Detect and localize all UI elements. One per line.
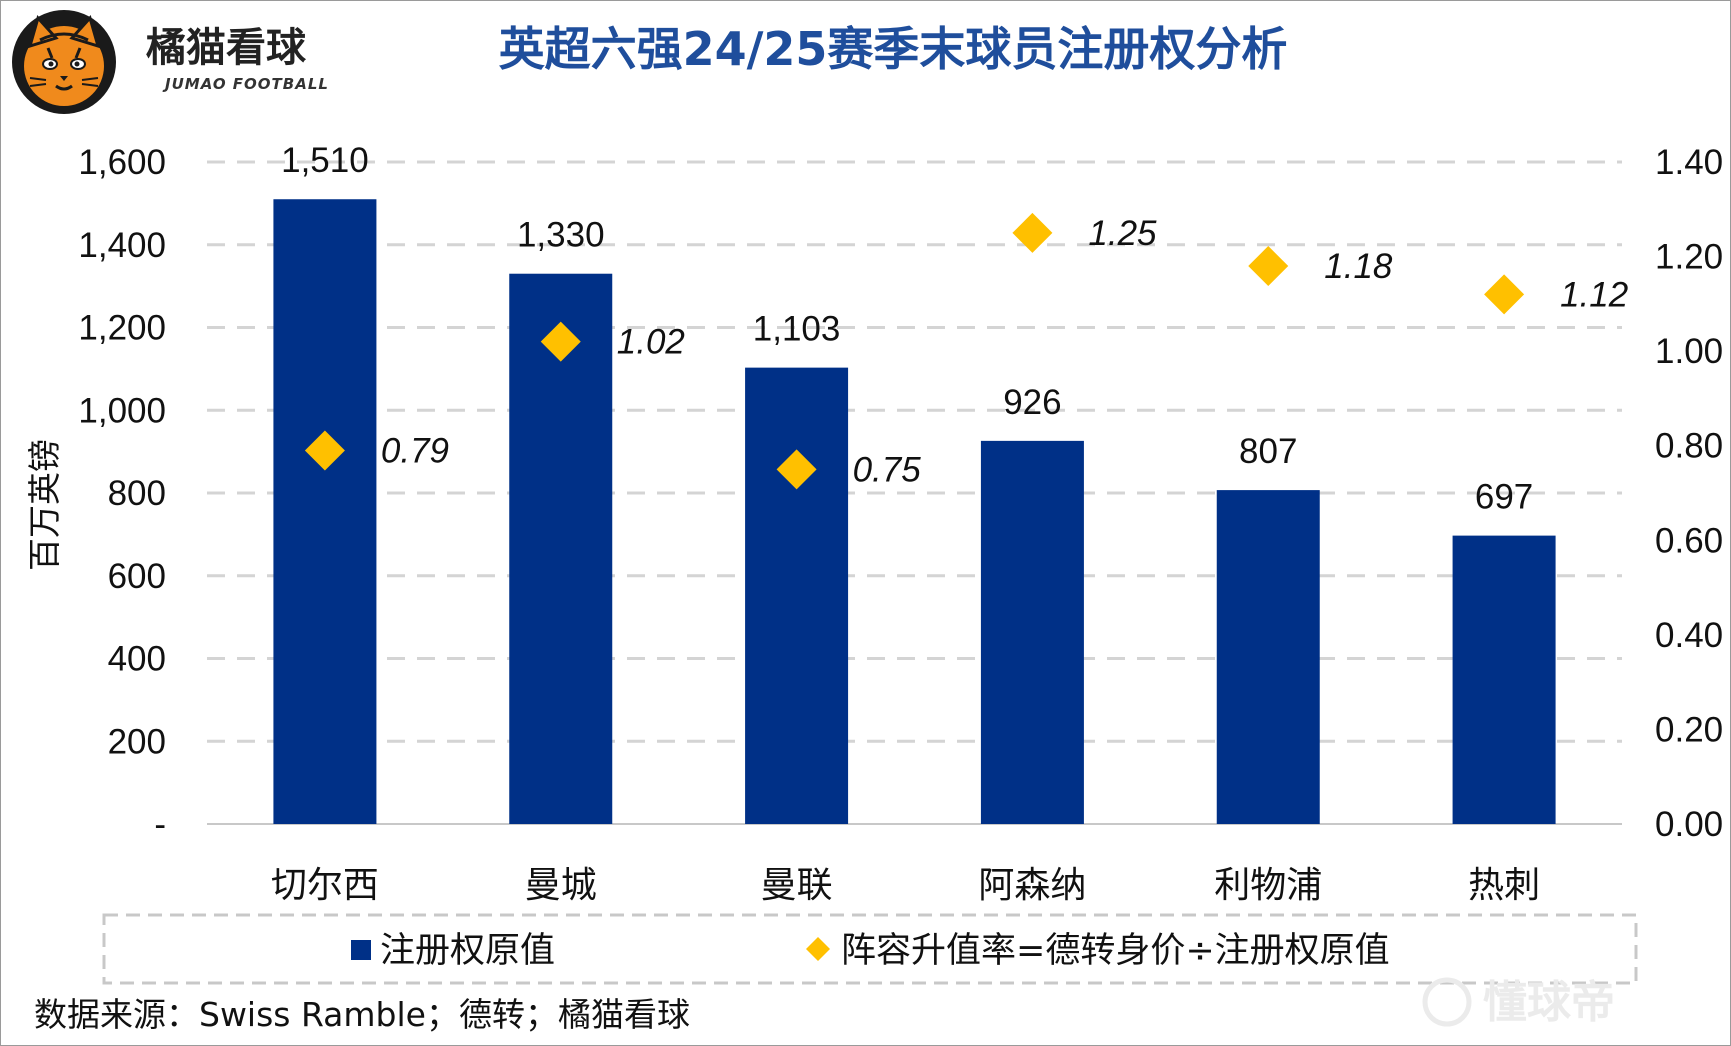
brand-name: 橘猫看球 (146, 25, 307, 71)
rate-value-label: 1.02 (617, 323, 685, 362)
x-tick-label: 曼联 (761, 865, 833, 906)
bar-value-label: 1,103 (753, 310, 841, 349)
legend-bar-label: 注册权原值 (380, 931, 555, 971)
rate-value-label: 1.12 (1560, 275, 1628, 314)
y2-tick-label: 0.40 (1655, 616, 1723, 655)
y-tick-label: 800 (108, 474, 166, 513)
bar (1452, 535, 1556, 824)
y2-tick-label: 0.60 (1655, 521, 1723, 560)
bar (509, 273, 613, 824)
rate-value-label: 0.75 (853, 450, 922, 489)
rate-value-label: 0.79 (381, 431, 449, 470)
bar-value-label: 1,510 (281, 141, 369, 180)
rate-value-labels: 0.79 1.02 0.75 1.25 1.18 1.12 (381, 214, 1628, 489)
legend-box (102, 913, 1638, 985)
y2-tick-label: 1.00 (1655, 332, 1723, 371)
y-axis-title: 百万英镑 (25, 439, 64, 571)
chart-title: 英超六强24/25赛季末球员注册权分析 (499, 22, 1288, 76)
y-tick-label: 1,000 (78, 391, 166, 430)
y-tick-label: - (154, 805, 166, 844)
rate-value-label: 1.25 (1088, 214, 1157, 253)
bar (980, 440, 1084, 824)
y2-tick-label: 1.40 (1655, 143, 1723, 182)
left-axis-ticks: - 200 400 600 800 1,000 1,200 1,400 1,600 (78, 143, 166, 844)
bar (1216, 490, 1320, 824)
x-tick-label: 热刺 (1468, 865, 1540, 906)
y-tick-label: 600 (108, 557, 166, 596)
bar-value-label: 926 (1003, 383, 1061, 422)
y-tick-label: 1,600 (78, 143, 166, 182)
x-tick-label: 利物浦 (1214, 865, 1322, 906)
y-tick-label: 1,400 (78, 226, 166, 265)
rate-marker (1248, 246, 1289, 287)
logo: 橘猫看球 JUMAO FOOTBALL (12, 10, 329, 114)
bar-value-label: 697 (1475, 478, 1533, 517)
y2-tick-label: 0.00 (1655, 805, 1723, 844)
y2-tick-label: 0.80 (1655, 427, 1723, 466)
y2-tick-label: 1.20 (1655, 238, 1723, 277)
legend-bar-swatch (351, 940, 371, 960)
watermark-text: 懂球帝 (1483, 977, 1615, 1028)
bar-value-label: 1,330 (517, 216, 605, 255)
watermark: 懂球帝 (1422, 977, 1615, 1028)
legend-rate-label: 阵容升值率=德转身价÷注册权原值 (841, 931, 1390, 971)
x-tick-label: 曼城 (525, 865, 597, 906)
y-tick-label: 400 (108, 640, 166, 679)
watermark-logo-icon (1422, 977, 1472, 1027)
legend-diamond-icon (806, 937, 830, 961)
bar (273, 199, 377, 825)
category-labels: 切尔西 曼城 曼联 阿森纳 利物浦 热刺 (271, 865, 1540, 906)
rate-marker (776, 449, 817, 490)
right-axis-ticks: 0.00 0.20 0.40 0.60 0.80 1.00 1.20 1.40 (1655, 143, 1723, 844)
x-tick-label: 阿森纳 (978, 865, 1086, 906)
y-tick-label: 200 (108, 722, 166, 761)
y-tick-label: 1,200 (78, 309, 166, 348)
y2-tick-label: 0.20 (1655, 710, 1723, 749)
rate-series (304, 212, 1525, 490)
rate-marker (1484, 274, 1525, 315)
rate-marker (1012, 212, 1053, 253)
x-tick-label: 切尔西 (271, 865, 379, 906)
bar-value-label: 807 (1239, 432, 1297, 471)
gridlines (207, 160, 1622, 743)
rate-marker (540, 321, 581, 362)
bar-value-labels: 1,510 1,330 1,103 926 807 697 (281, 141, 1533, 516)
legend: 注册权原值 阵容升值率=德转身价÷注册权原值 (102, 913, 1638, 985)
rate-value-label: 1.18 (1324, 247, 1393, 286)
source-note: 数据来源：Swiss Ramble；德转；橘猫看球 (34, 995, 690, 1034)
rate-marker (304, 430, 345, 471)
bar-series (273, 199, 1556, 825)
bar (745, 367, 849, 824)
brand-subtitle: JUMAO FOOTBALL (162, 75, 329, 93)
